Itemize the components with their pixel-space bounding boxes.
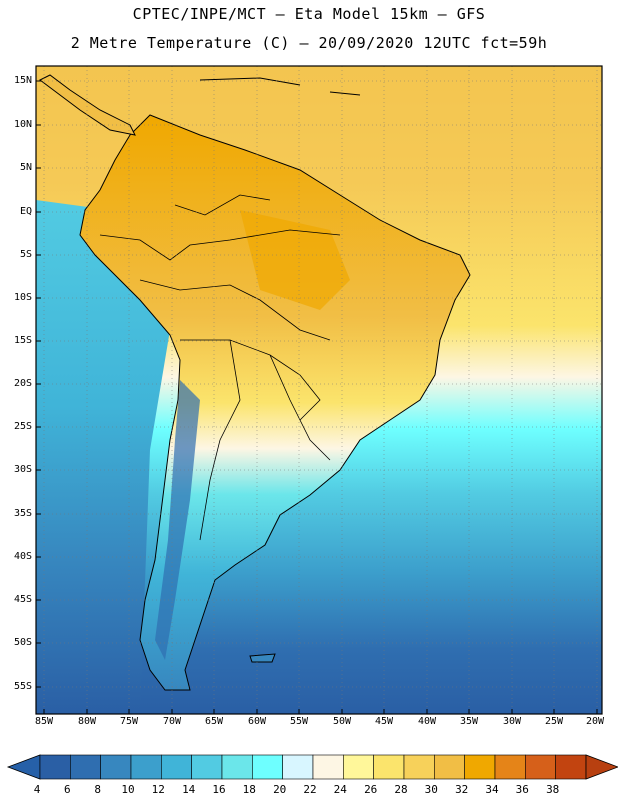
amazon-hot-region — [240, 210, 350, 310]
colorbar-label: 8 — [94, 783, 101, 796]
colorbar-label: 38 — [546, 783, 560, 796]
lon-label: 70W — [162, 716, 182, 727]
lat-label: 10N — [13, 119, 32, 130]
lat-label: 55S — [13, 681, 32, 692]
lat-label: 50S — [13, 637, 32, 648]
lon-label: 80W — [77, 716, 97, 727]
colorbar-label: 24 — [333, 783, 347, 796]
lon-label: 65W — [204, 716, 224, 727]
lon-label: 25W — [544, 716, 564, 727]
colorbar-label: 30 — [424, 783, 438, 796]
lon-label: 20W — [585, 716, 605, 727]
colorbar-box — [403, 754, 435, 780]
colorbar-box — [39, 754, 71, 780]
lat-label: 10S — [13, 292, 32, 303]
lat-label: 25S — [13, 421, 32, 432]
map-title-line2: 2 Metre Temperature (C) – 20/09/2020 12U… — [70, 34, 548, 52]
lon-label: 45W — [374, 716, 394, 727]
caribbean-islands — [199, 77, 361, 96]
colorbar-label: 18 — [242, 783, 256, 796]
colorbar-label: 6 — [63, 783, 71, 796]
lat-label: 30S — [13, 464, 32, 475]
colorbar-label: 34 — [485, 783, 499, 796]
colorbar-box — [464, 754, 496, 780]
lat-label: 35S — [13, 508, 32, 519]
colorbar-label: 4 — [33, 783, 41, 796]
lon-label: 55W — [289, 716, 309, 727]
colorbar-box — [161, 754, 192, 780]
colorbar-label: 36 — [515, 783, 529, 796]
map-frame — [35, 65, 603, 715]
central-america — [39, 74, 136, 136]
lon-label: 35W — [459, 716, 479, 727]
lon-label: 50W — [332, 716, 352, 727]
colorbar-label: 26 — [364, 783, 378, 796]
falkland-islands — [249, 653, 276, 663]
colorbar-label: 16 — [212, 783, 226, 796]
colorbar-low-arrow — [6, 754, 41, 780]
lat-label: EQ — [19, 206, 32, 217]
colorbar-box — [434, 754, 465, 780]
colorbar-box — [373, 754, 405, 780]
colorbar-high-arrow — [585, 754, 618, 780]
lon-label: 85W — [34, 716, 54, 727]
lon-label: 75W — [119, 716, 139, 727]
colorbar-label: 10 — [121, 783, 135, 796]
lon-label: 60W — [247, 716, 267, 727]
colorbar-box — [100, 754, 132, 780]
map-fields — [36, 66, 602, 714]
colorbar-box — [282, 754, 314, 780]
colorbar-box — [312, 754, 344, 780]
lat-label: 15S — [13, 335, 32, 346]
colorbar-label: 32 — [455, 783, 469, 796]
country-borders — [99, 194, 341, 541]
colorbar-box — [191, 754, 223, 780]
colorbar-box — [252, 754, 283, 780]
lon-label: 30W — [502, 716, 522, 727]
colorbar-box — [70, 754, 101, 780]
colorbar-label: 22 — [303, 783, 317, 796]
lon-label: 40W — [417, 716, 437, 727]
colorbar-box — [130, 754, 162, 780]
lat-label: 45S — [13, 594, 32, 605]
colorbar-box — [343, 754, 374, 780]
colorbar-label: 28 — [394, 783, 408, 796]
colorbar-box — [525, 754, 556, 780]
colorbar-label: 20 — [273, 783, 287, 796]
andes-cold-region — [155, 380, 200, 660]
colorbar-label: 14 — [182, 783, 196, 796]
tick-marks — [36, 80, 598, 714]
map-title-line1: CPTEC/INPE/MCT – Eta Model 15km – GFS — [132, 5, 486, 23]
colorbar — [6, 754, 618, 780]
colorbar-boxes — [39, 754, 587, 780]
lat-label: 5S — [19, 249, 32, 260]
colorbar-box — [555, 754, 587, 780]
graticule — [36, 66, 602, 714]
lat-label: 20S — [13, 378, 32, 389]
colorbar-box — [221, 754, 253, 780]
lat-label: 15N — [13, 75, 32, 86]
colorbar-box — [494, 754, 526, 780]
pacific-field — [36, 200, 170, 714]
lat-label: 5N — [19, 162, 32, 173]
lat-label: 40S — [13, 551, 32, 562]
colorbar-label: 12 — [151, 783, 165, 796]
